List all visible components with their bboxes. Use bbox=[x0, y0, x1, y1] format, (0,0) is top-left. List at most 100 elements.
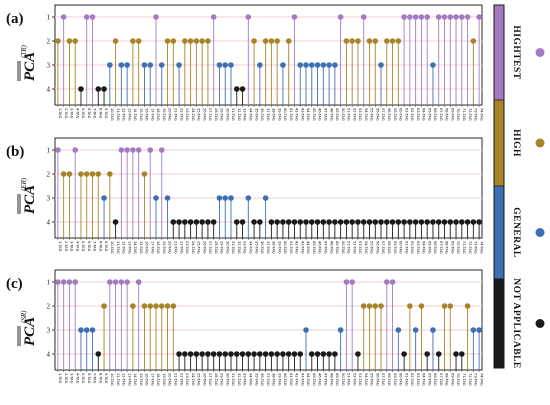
lollipop-point bbox=[147, 147, 154, 153]
lollipop-point bbox=[349, 279, 355, 285]
x-tick-label: 51-TAG bbox=[347, 241, 351, 254]
x-tick-label: 16-TAG bbox=[145, 241, 149, 254]
x-tick-label: 34-TAG bbox=[249, 373, 253, 386]
lollipop-point bbox=[135, 147, 142, 153]
x-tick-label: 36-TAG bbox=[260, 108, 264, 121]
y-tick-label: 2 bbox=[47, 170, 51, 178]
x-tick-label: 61-TAG bbox=[404, 241, 408, 254]
x-tick-label: 55-TAG bbox=[370, 373, 374, 386]
lollipop-point bbox=[476, 14, 482, 20]
lollipop-point bbox=[141, 62, 148, 68]
lollipop-point bbox=[107, 279, 113, 285]
lollipop-point bbox=[285, 219, 292, 225]
x-tick-label: 31-TAG bbox=[231, 241, 235, 254]
y-tick-label: 1 bbox=[47, 13, 51, 21]
x-tick-label: 61-TAG bbox=[404, 373, 408, 386]
lollipop-point bbox=[360, 14, 367, 20]
x-tick-label: 71-TAG bbox=[462, 241, 466, 254]
x-tick-label: 47-TAG bbox=[324, 108, 328, 121]
lollipop-point bbox=[176, 62, 182, 68]
lollipop-point bbox=[383, 38, 390, 44]
x-tick-label: 32-TAG bbox=[237, 241, 241, 254]
ylabel-text: PCA bbox=[22, 52, 38, 81]
lollipop-point bbox=[280, 62, 286, 68]
x-tick-label: 7-TAG bbox=[93, 108, 97, 119]
lollipop-point bbox=[280, 351, 286, 357]
lollipop-point bbox=[418, 14, 425, 20]
x-tick-label: 48-TAG bbox=[329, 241, 333, 254]
legend-marker bbox=[535, 138, 545, 148]
x-tick-label: 16-TAG bbox=[145, 373, 149, 386]
x-tick-label: 60-TAG bbox=[399, 373, 403, 386]
legend-color-segment bbox=[493, 4, 505, 101]
lollipop-point bbox=[170, 219, 177, 225]
lollipop-point bbox=[187, 219, 194, 225]
x-tick-label: 25-TAG bbox=[197, 108, 201, 121]
x-tick-label: 50-TAG bbox=[341, 108, 345, 121]
lollipop-point bbox=[337, 14, 344, 20]
lollipop-point bbox=[216, 62, 223, 68]
lollipop-point bbox=[164, 195, 171, 201]
x-tick-label: 60-TAG bbox=[399, 108, 403, 121]
y-tick-label: 1 bbox=[47, 278, 51, 286]
lollipop-point bbox=[424, 14, 430, 20]
lollipop-point bbox=[291, 14, 298, 20]
x-tick-label: 20-TAG bbox=[168, 241, 172, 254]
lollipop-point bbox=[66, 38, 73, 44]
lollipop-point bbox=[216, 195, 223, 201]
lollipop-point bbox=[355, 219, 361, 225]
x-tick-label: 9-TAG bbox=[104, 373, 108, 384]
lollipop-point bbox=[158, 303, 165, 309]
lollipop-point bbox=[395, 38, 402, 44]
lollipop-point bbox=[430, 327, 436, 333]
lollipop-point bbox=[412, 219, 419, 225]
x-tick-label: 64-TAG bbox=[422, 241, 426, 254]
x-tick-label: 5-TAG bbox=[81, 108, 85, 119]
x-tick-label: 3-TAG bbox=[70, 108, 74, 119]
lollipop-point bbox=[199, 219, 205, 225]
panel-label: (c) bbox=[6, 276, 23, 292]
x-tick-label: 4-TAG bbox=[75, 241, 79, 252]
lollipop-point bbox=[303, 62, 309, 68]
lollipop-point bbox=[337, 327, 344, 333]
lollipop-point bbox=[210, 219, 217, 225]
lollipop-point bbox=[187, 38, 194, 44]
lollipop-point bbox=[464, 219, 471, 225]
lollipop-point bbox=[176, 351, 182, 357]
x-tick-label: 2-TAG bbox=[64, 373, 68, 384]
x-tick-label: 34-TAG bbox=[249, 241, 253, 254]
x-tick-label: 12-TAG bbox=[122, 241, 126, 254]
lollipop-point bbox=[66, 171, 73, 177]
lollipop-point bbox=[470, 219, 477, 225]
lollipop-point bbox=[285, 351, 292, 357]
x-tick-label: 59-TAG bbox=[393, 108, 397, 121]
lollipop-point bbox=[118, 279, 125, 285]
y-tick-label: 4 bbox=[47, 85, 51, 93]
lollipop-point bbox=[78, 327, 84, 333]
x-tick-label: 21-TAG bbox=[173, 241, 177, 254]
x-tick-label: 13-TAG bbox=[127, 373, 131, 386]
x-tick-label: 60-TAG bbox=[399, 241, 403, 254]
x-tick-label: 59-TAG bbox=[393, 241, 397, 254]
lollipop-point bbox=[303, 327, 309, 333]
lollipop-point bbox=[332, 351, 338, 357]
legend-label: HIGHTEST bbox=[511, 25, 521, 79]
lollipop-point bbox=[274, 219, 280, 225]
lollipop-point bbox=[268, 38, 275, 44]
x-tick-label: 42-TAG bbox=[295, 108, 299, 121]
lollipop-point bbox=[245, 351, 252, 357]
lollipop-point bbox=[141, 303, 148, 309]
x-tick-label: 52-TAG bbox=[352, 108, 356, 121]
lollipop-point bbox=[378, 303, 384, 309]
lollipop-point bbox=[401, 351, 407, 357]
x-tick-label: 41-TAG bbox=[289, 108, 293, 121]
lollipop-point bbox=[72, 279, 78, 285]
lollipop-point bbox=[372, 38, 379, 44]
lollipop-point bbox=[239, 219, 246, 225]
lollipop-point bbox=[210, 14, 217, 20]
lollipop-point bbox=[158, 147, 165, 153]
x-tick-label: 30-TAG bbox=[225, 241, 229, 254]
x-tick-label: 58-TAG bbox=[387, 241, 391, 254]
x-tick-label: 29-TAG bbox=[220, 373, 224, 386]
